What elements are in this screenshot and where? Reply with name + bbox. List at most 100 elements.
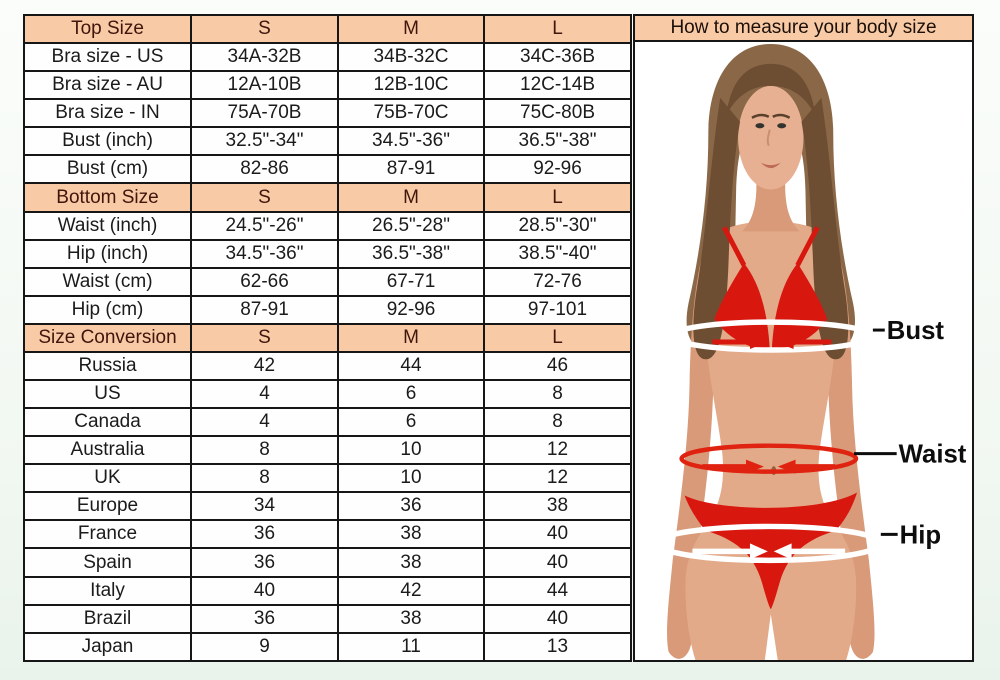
table-row: Hip (cm) 87-91 92-96 97-101 — [23, 294, 632, 325]
section-header-label: Size Conversion — [23, 322, 192, 353]
size-table-body: Top Size S M L Bra size - US 34A-32B 34B-32C 34… — [23, 13, 632, 663]
size-table: Top Size S M L Bra size - US 34A-32B 34B-32C 34… — [23, 13, 632, 663]
row-label: Bra size - AU — [23, 70, 192, 101]
size-value: 42 — [190, 350, 339, 382]
row-label: Russia — [23, 350, 192, 382]
size-value: 10 — [337, 435, 485, 466]
row-label: Japan — [23, 631, 192, 663]
table-row: Europe 34 36 38 — [23, 491, 632, 522]
size-value: 36 — [337, 491, 485, 522]
body-measure-illustration: Bust Waist Hip — [654, 43, 967, 660]
size-value: 24.5"-26" — [190, 210, 339, 241]
size-value: 34C-36B — [483, 42, 632, 73]
size-value: 87-91 — [337, 154, 485, 185]
size-value: 12B-10C — [337, 70, 485, 101]
size-value: 4 — [190, 407, 339, 438]
table-row: Canada 4 6 8 — [23, 407, 632, 438]
section-header-label: Top Size — [23, 13, 192, 45]
row-label: UK — [23, 463, 192, 494]
eyebrow-left — [751, 113, 770, 119]
table-row: Bust (cm) 82-86 87-91 92-96 — [23, 154, 632, 185]
eyebrow-right — [772, 113, 791, 119]
size-value: 42 — [337, 575, 485, 606]
measure-panel-body: Bust Waist Hip — [633, 42, 974, 662]
size-value: 92-96 — [337, 294, 485, 325]
table-row: Hip (inch) 34.5"-36" 36.5"-38" 38.5"-40" — [23, 238, 632, 269]
bikini-strap-left — [722, 226, 747, 267]
size-value: 34 — [190, 491, 339, 522]
measure-labels: Bust Waist Hip — [854, 317, 967, 549]
leg-gap — [764, 614, 778, 660]
size-value: 72-76 — [483, 266, 632, 297]
size-value: 38 — [337, 603, 485, 634]
bikini-bottom — [684, 492, 858, 610]
size-column-header: L — [483, 13, 632, 45]
size-value: 75B-70C — [337, 98, 485, 129]
size-value: 36.5"-38" — [337, 238, 485, 269]
table-row: France 36 38 40 — [23, 519, 632, 550]
size-value: 8 — [483, 379, 632, 410]
size-value: 40 — [483, 519, 632, 550]
size-value: 34A-32B — [190, 42, 339, 73]
row-label: Bra size - IN — [23, 98, 192, 129]
size-value: 12C-14B — [483, 70, 632, 101]
size-value: 6 — [337, 407, 485, 438]
size-value: 8 — [483, 407, 632, 438]
waist-label: Waist — [899, 441, 967, 469]
section-header-row: Top Size S M L — [23, 13, 632, 45]
size-value: 97-101 — [483, 294, 632, 325]
size-value: 38 — [337, 547, 485, 578]
face — [738, 85, 804, 190]
nose — [766, 129, 771, 147]
lips — [760, 162, 781, 169]
neck — [742, 171, 800, 232]
row-label: Canada — [23, 407, 192, 438]
size-value: 34B-32C — [337, 42, 485, 73]
size-value: 4 — [190, 379, 339, 410]
bust-measure-icon — [668, 319, 875, 353]
table-row: Russia 42 44 46 — [23, 350, 632, 382]
size-column-header: L — [483, 322, 632, 353]
size-value: 38 — [483, 491, 632, 522]
row-label: Europe — [23, 491, 192, 522]
size-column-header: S — [190, 182, 339, 213]
size-value: 13 — [483, 631, 632, 663]
row-label: Hip (inch) — [23, 238, 192, 269]
hair-fringe — [726, 63, 816, 116]
size-value: 40 — [190, 575, 339, 606]
row-label: Bust (inch) — [23, 126, 192, 157]
row-label: France — [23, 519, 192, 550]
row-label: Italy — [23, 575, 192, 606]
size-value: 40 — [483, 547, 632, 578]
eye-right — [777, 123, 787, 129]
size-column-header: M — [337, 182, 485, 213]
row-label: Waist (inch) — [23, 210, 192, 241]
size-value: 40 — [483, 603, 632, 634]
row-label: Brazil — [23, 603, 192, 634]
size-value: 34.5"-36" — [337, 126, 485, 157]
row-label: Spain — [23, 547, 192, 578]
size-value: 36 — [190, 547, 339, 578]
size-value: 12 — [483, 463, 632, 494]
table-row: Waist (cm) 62-66 67-71 72-76 — [23, 266, 632, 297]
table-row: Bust (inch) 32.5"-34" 34.5"-36" 36.5"-38" — [23, 126, 632, 157]
row-label: Bra size - US — [23, 42, 192, 73]
size-value: 12A-10B — [190, 70, 339, 101]
table-row: Bra size - US 34A-32B 34B-32C 34C-36B — [23, 42, 632, 73]
size-value: 11 — [337, 631, 485, 663]
size-value: 8 — [190, 463, 339, 494]
row-label: Australia — [23, 435, 192, 466]
size-value: 87-91 — [190, 294, 339, 325]
size-value: 62-66 — [190, 266, 339, 297]
size-value: 67-71 — [337, 266, 485, 297]
size-value: 92-96 — [483, 154, 632, 185]
table-row: Japan 9 11 13 — [23, 631, 632, 663]
size-value: 32.5"-34" — [190, 126, 339, 157]
hair-front-left — [693, 97, 741, 360]
table-row: UK 8 10 12 — [23, 463, 632, 494]
size-column-header: S — [190, 13, 339, 45]
size-value: 46 — [483, 350, 632, 382]
section-header-row: Bottom Size S M L — [23, 182, 632, 213]
section-header-row: Size Conversion S M L — [23, 322, 632, 353]
